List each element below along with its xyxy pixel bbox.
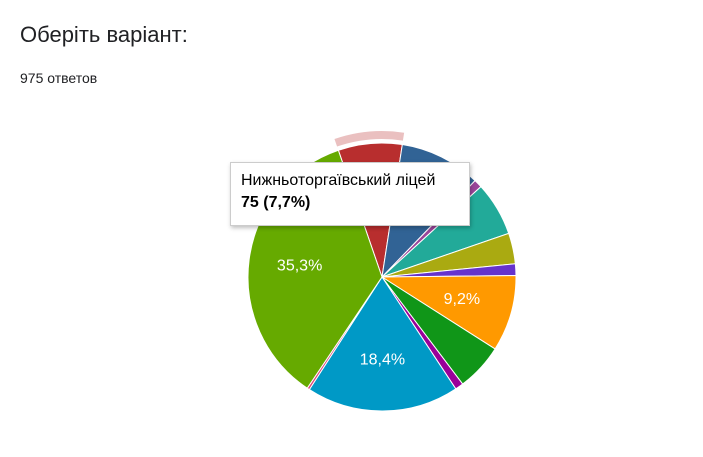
response-count: 975 ответов (20, 70, 98, 86)
slice-label: 35,3% (277, 257, 322, 274)
tooltip-value: 75 (7,7%) (241, 194, 311, 211)
slice-label: 18,4% (360, 351, 405, 368)
form-question-title: Оберіть варіант: (20, 22, 188, 47)
tooltip: Нижньоторгаївський ліцей 75 (7,7%) (230, 162, 470, 226)
pie-slice (308, 276, 457, 412)
slice-label: 9,2% (444, 291, 480, 308)
slice-highlight (334, 130, 405, 147)
tooltip-title: Нижньоторгаївський ліцей (241, 172, 436, 189)
pie-slice (380, 274, 517, 350)
